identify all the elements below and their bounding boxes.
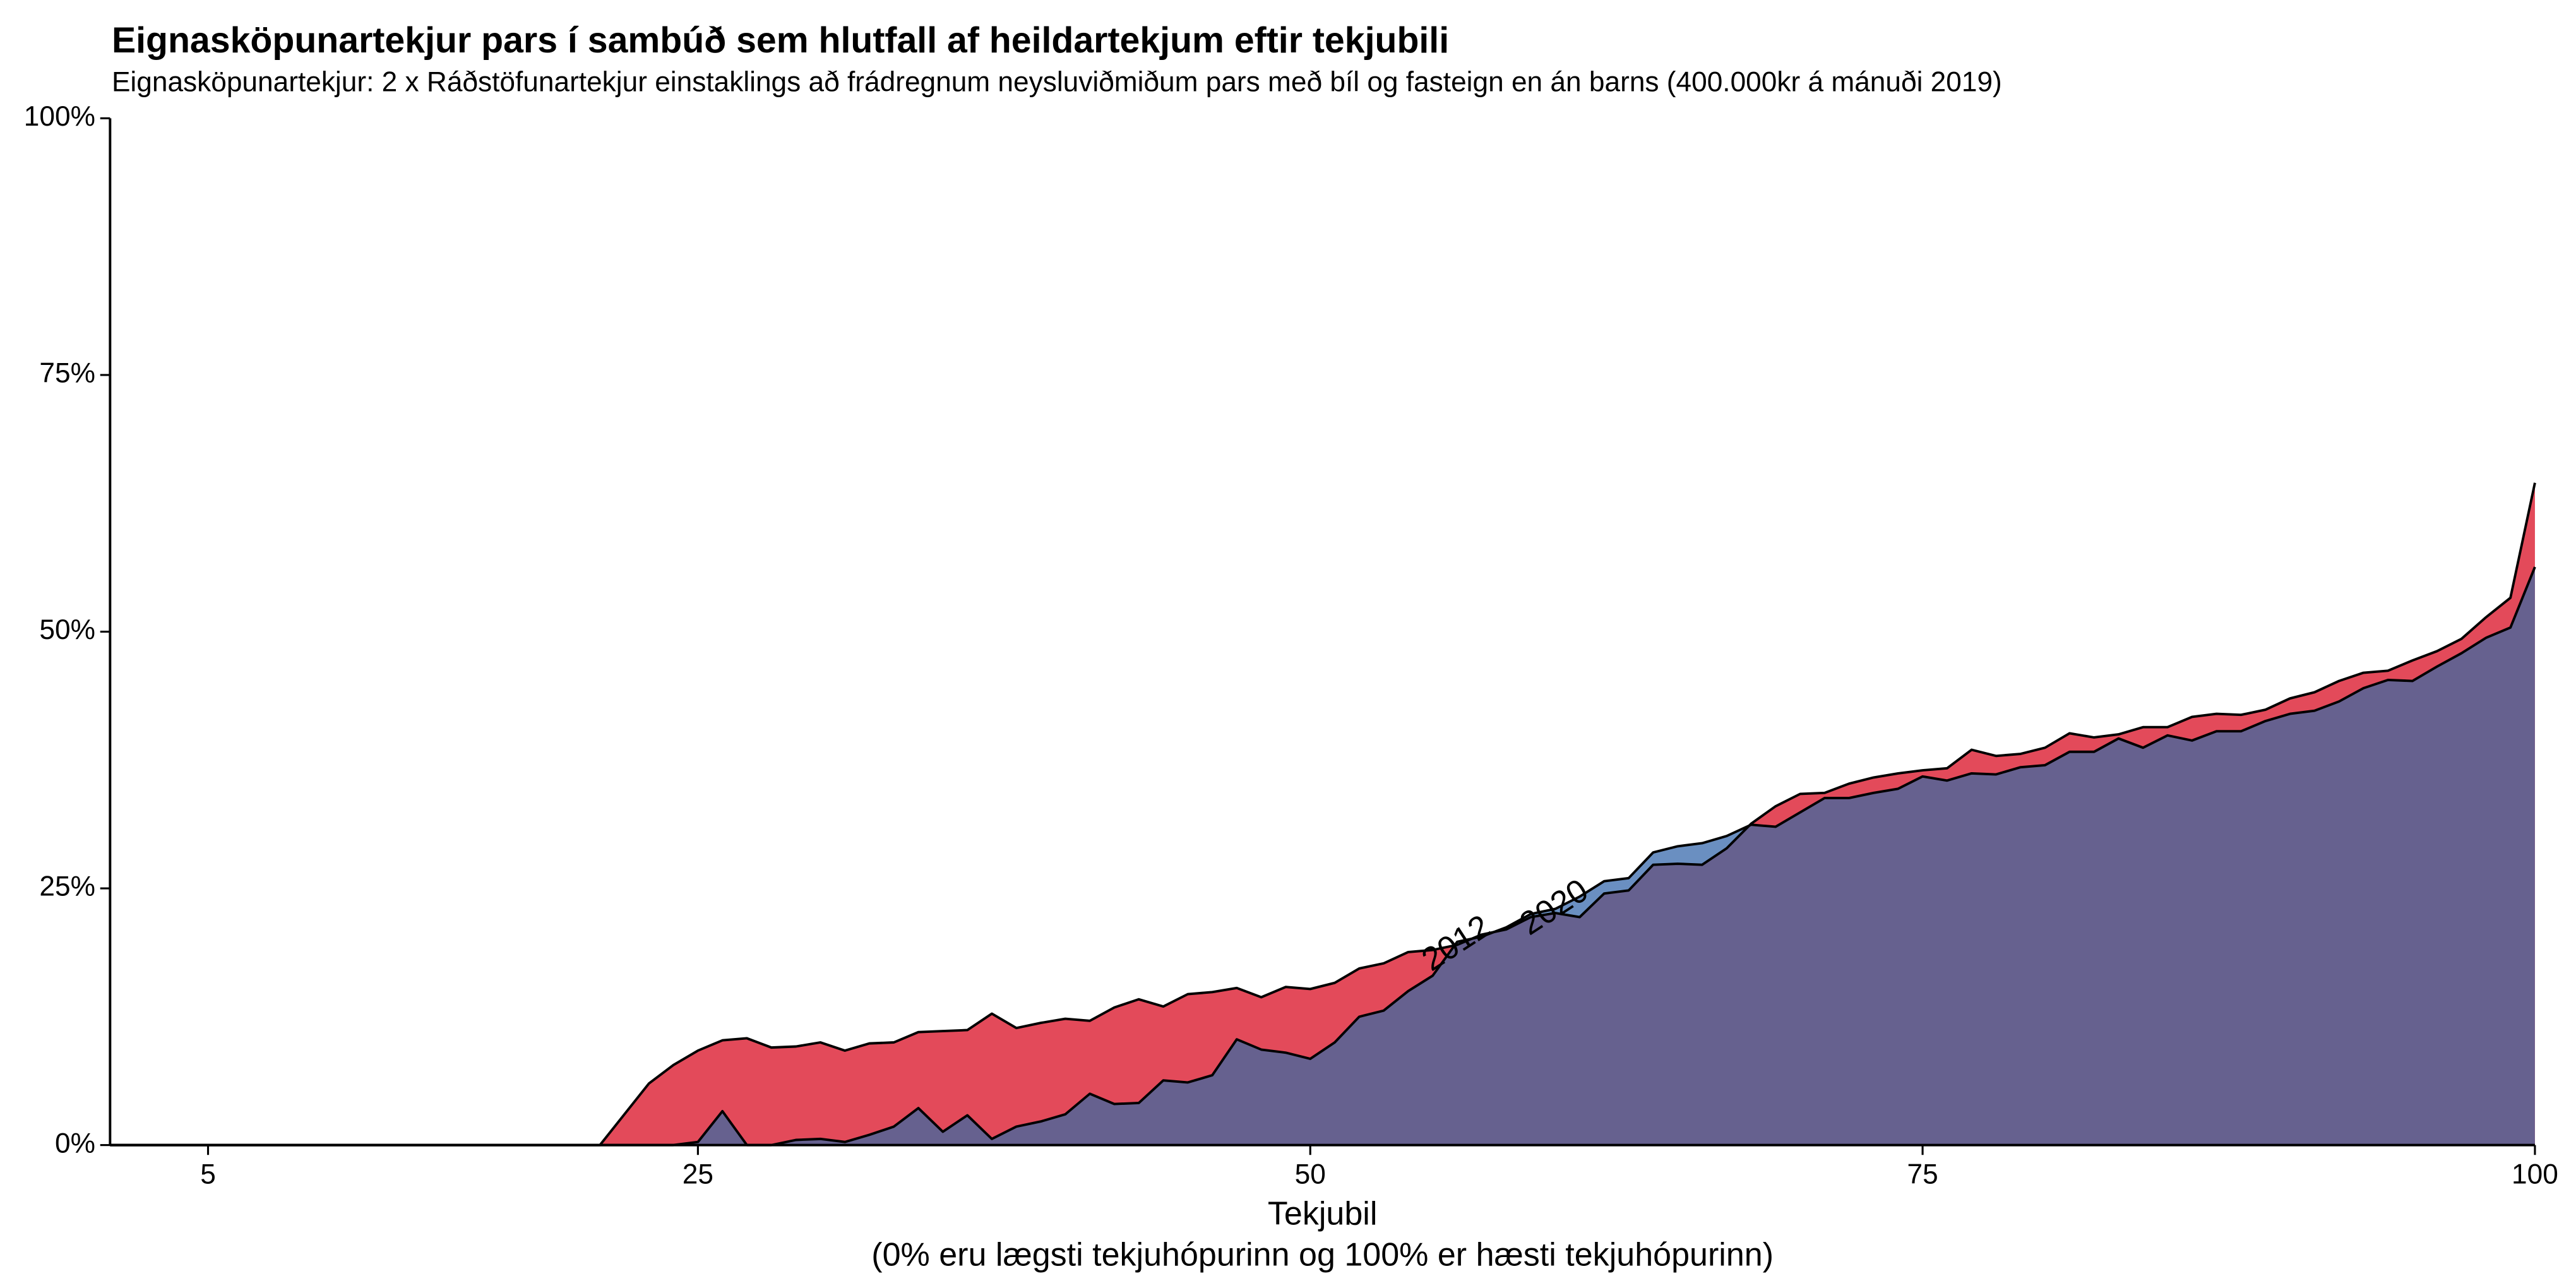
y-tick-label: 50% (39, 614, 95, 645)
y-tick-label: 0% (55, 1128, 95, 1159)
x-axis-label: Tekjubil (1268, 1195, 1378, 1232)
x-tick-label: 5 (200, 1159, 216, 1190)
x-tick-label: 75 (1907, 1159, 1938, 1190)
x-axis-note: (0% eru lægsti tekjuhópurinn og 100% er … (871, 1236, 1774, 1273)
y-tick-label: 25% (39, 871, 95, 902)
area-overlap (110, 567, 2535, 1145)
y-tick-label: 100% (24, 101, 95, 132)
x-tick-label: 25 (683, 1159, 713, 1190)
chart-subtitle: Eignasköpunartekjur: 2 x Ráðstöfunartekj… (112, 66, 2002, 97)
x-tick-label: 50 (1295, 1159, 1326, 1190)
chart-title: Eignasköpunartekjur pars í sambúð sem hl… (112, 20, 1449, 61)
x-tick-label: 100 (2512, 1159, 2558, 1190)
y-tick-label: 75% (39, 358, 95, 389)
